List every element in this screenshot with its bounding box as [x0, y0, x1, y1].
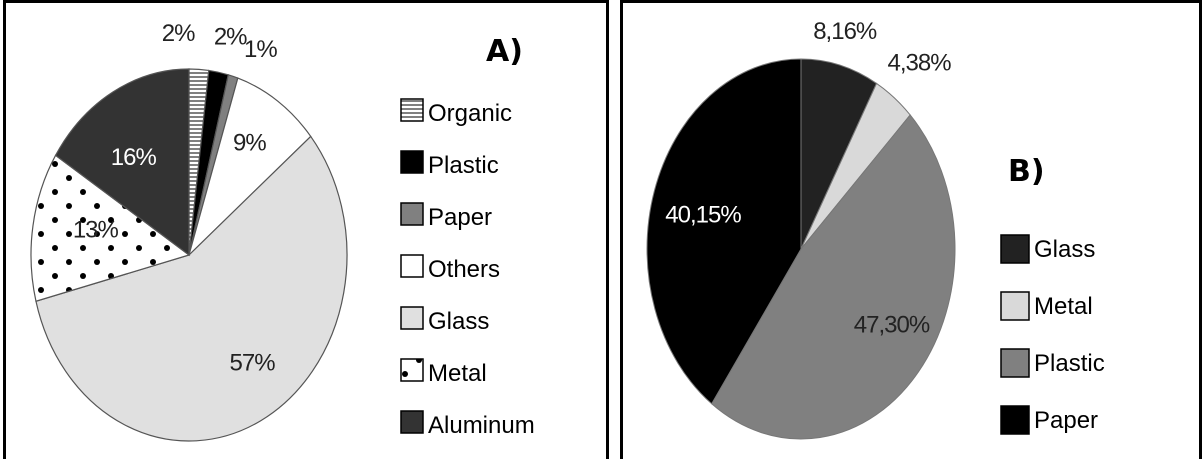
legend-label-paper: Paper — [428, 204, 492, 231]
pie-slice-glass — [35, 135, 348, 442]
pie-slice-metal — [30, 154, 191, 303]
pie-chart-b: 8,16% 4,38% 47,30% 40,15% B) Glass Metal Plas… — [646, 18, 1105, 440]
legend-label-organic: Organic — [428, 100, 512, 127]
pie-slice-aluminum — [54, 68, 190, 257]
chart-panel-b: 8,16% 4,38% 47,30% 40,15% B) Glass Metal Plas… — [620, 0, 1202, 459]
legend-swatch-glass — [400, 306, 424, 330]
data-label-aluminum: 16% — [111, 144, 157, 171]
pie-slice-plastic — [711, 114, 956, 440]
data-label-paper: 1% — [244, 36, 277, 63]
data-label-others: 9% — [233, 129, 266, 156]
panel-label-a: A) — [486, 34, 523, 69]
data-label-glass: 57% — [230, 349, 276, 376]
legend-swatch-plastic — [400, 150, 424, 174]
chart-panel-a: 2% 2% 1% 9% 57% 13% 16% A) Organic Plastic Paper… — [3, 0, 609, 459]
legend-swatch-paper — [1000, 405, 1030, 435]
legend-label-metal: Metal — [428, 360, 487, 387]
legend-label-metal: Metal — [1034, 293, 1093, 320]
legend-label-glass: Glass — [1034, 236, 1095, 263]
data-label-metal: 13% — [73, 217, 119, 244]
legend-label-plastic: Plastic — [428, 152, 499, 179]
legend-swatch-glass — [1000, 234, 1030, 264]
legend-label-plastic: Plastic — [1034, 350, 1105, 377]
legend-swatch-paper — [400, 202, 424, 226]
legend-label-paper: Paper — [1034, 407, 1098, 434]
legend-swatch-organic — [400, 98, 424, 122]
legend-label-aluminum: Aluminum — [428, 412, 535, 439]
pie-slice-paper — [646, 58, 802, 405]
legend-label-glass: Glass — [428, 308, 489, 335]
legend-swatch-metal — [1000, 291, 1030, 321]
panel-label-b: B) — [1008, 154, 1045, 189]
pie-chart-a: 2% 2%1%9%57%13%16% A) OrganicPlasticPaper… — [30, 20, 535, 442]
legend-swatch-aluminum — [400, 410, 424, 434]
legend-swatch-plastic — [1000, 348, 1030, 378]
data-label-plastic: 2% — [214, 23, 247, 50]
data-label-metal: 4,38% — [887, 50, 951, 77]
pie-slice-others — [187, 77, 312, 257]
data-label-glass: 8,16% — [813, 18, 877, 45]
data-label-paper: 40,15% — [665, 201, 741, 228]
data-label-organic: 2% — [162, 20, 195, 47]
legend-swatch-metal — [400, 358, 424, 382]
legend-swatch-others — [400, 254, 424, 278]
data-label-plastic: 47,30% — [854, 312, 930, 339]
legend-label-others: Others — [428, 256, 500, 283]
pie-slice-glass — [800, 58, 878, 250]
